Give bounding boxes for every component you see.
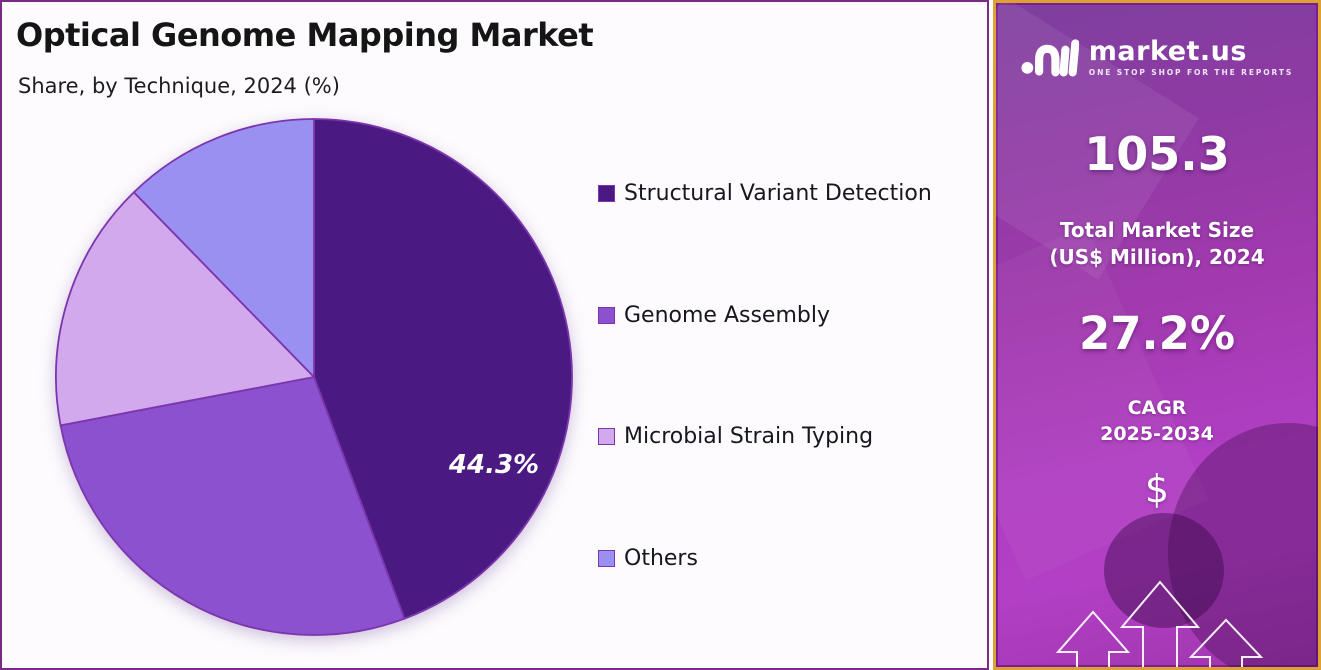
cagr-value: 27.2% xyxy=(1078,307,1236,360)
dollar-icon: $ xyxy=(1144,467,1170,511)
pie-slice-genome-assembly xyxy=(59,376,406,636)
cagr-label-line1: CAGR xyxy=(1127,397,1187,419)
pie-chart xyxy=(55,118,573,636)
pie-slice-structural-variant-detection xyxy=(313,118,573,620)
legend-swatch xyxy=(598,185,615,202)
market-size-label-line2: (US$ Million), 2024 xyxy=(1049,245,1265,269)
market-size-label: Total Market Size (US$ Million), 2024 xyxy=(996,217,1318,271)
market-size-label-line1: Total Market Size xyxy=(1059,218,1255,242)
legend-swatch xyxy=(598,306,615,324)
pie-slice-microbial-strain-typing xyxy=(55,191,315,427)
marketus-logo-icon xyxy=(1021,39,1079,77)
legend: Structural Variant Detection Genome Assem… xyxy=(598,2,978,668)
chart-subtitle: Share, by Technique, 2024 (%) xyxy=(18,74,340,98)
sidebar: market.us ONE STOP SHOP FOR THE REPORTS … xyxy=(993,0,1321,670)
page-title: Optical Genome Mapping Market xyxy=(16,16,594,54)
growth-arrows-icon xyxy=(1055,580,1264,667)
legend-label: Others xyxy=(624,545,698,571)
legend-label: Structural Variant Detection xyxy=(624,181,932,206)
cagr-label: CAGR 2025-2034 xyxy=(996,395,1318,447)
cagr-label-line2: 2025-2034 xyxy=(1100,423,1214,445)
logo-tagline: ONE STOP SHOP FOR THE REPORTS xyxy=(1088,67,1294,77)
logo-text: market.us ONE STOP SHOP FOR THE REPORTS xyxy=(1089,38,1293,77)
legend-label: Genome Assembly xyxy=(624,302,830,328)
pie-data-label: 44.3% xyxy=(448,450,540,480)
legend-item-microbial-strain-typing: Microbial Strain Typing xyxy=(598,423,873,450)
legend-swatch xyxy=(598,428,615,445)
legend-item-genome-assembly: Genome Assembly xyxy=(598,302,830,329)
legend-item-structural-variant-detection: Structural Variant Detection xyxy=(598,180,932,207)
pie-slice-others xyxy=(132,118,315,378)
chart-panel: Optical Genome Mapping Market Share, by … xyxy=(0,0,989,670)
legend-swatch xyxy=(598,549,615,567)
market-size-value: 105.3 xyxy=(1084,127,1230,181)
legend-label: Microbial Strain Typing xyxy=(624,424,874,449)
marketus-logo: market.us ONE STOP SHOP FOR THE REPORTS xyxy=(996,35,1318,79)
sidebar-content: market.us ONE STOP SHOP FOR THE REPORTS … xyxy=(996,3,1318,667)
legend-item-others: Others xyxy=(598,545,698,572)
pie-chart-area xyxy=(49,112,579,642)
logo-wordmark: market.us xyxy=(1088,35,1247,67)
